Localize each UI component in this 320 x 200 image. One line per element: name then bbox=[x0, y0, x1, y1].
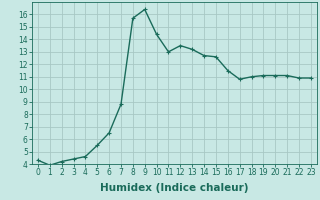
X-axis label: Humidex (Indice chaleur): Humidex (Indice chaleur) bbox=[100, 183, 249, 193]
